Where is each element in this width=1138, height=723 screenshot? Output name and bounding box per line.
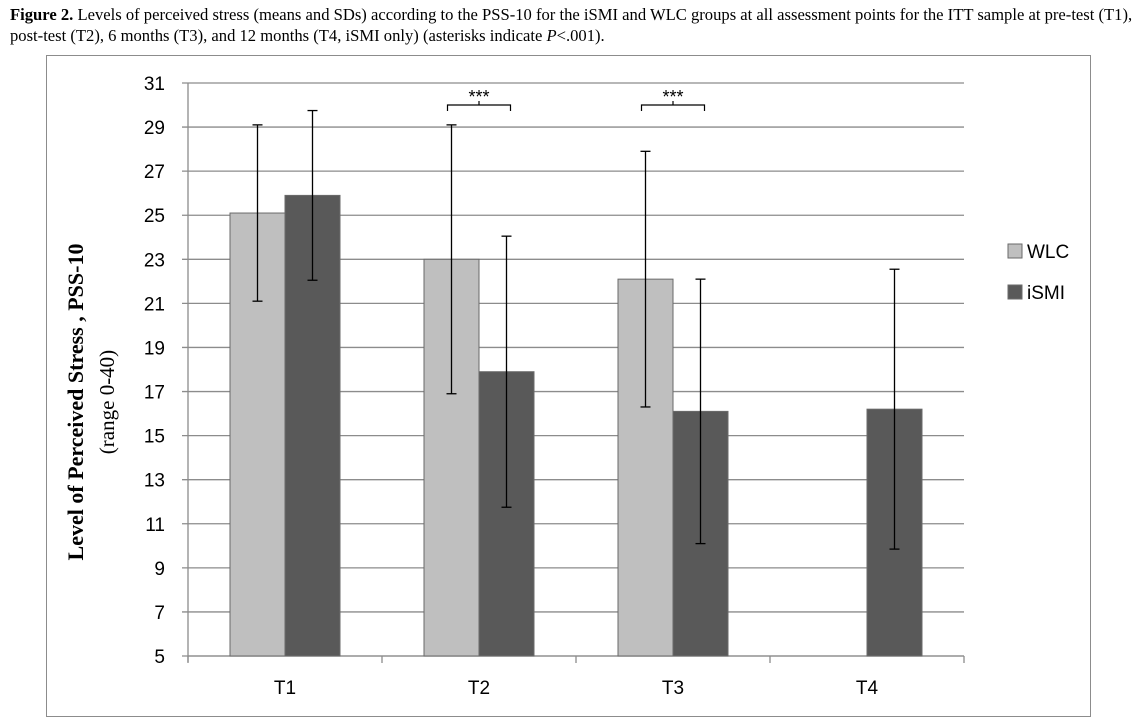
figure-label: Figure 2. <box>10 5 74 24</box>
y-tick-label: 15 <box>144 427 165 448</box>
y-tick-label: 19 <box>144 338 165 359</box>
significance-bracket <box>640 101 706 111</box>
y-axis-label: Level of Perceived Stress , PSS-10 <box>63 244 88 561</box>
y-axis-sublabel: (range 0-40) <box>95 350 119 454</box>
x-tick-label: T1 <box>274 678 296 699</box>
caption-text: Levels of perceived stress (means and SD… <box>10 5 1133 45</box>
y-tick-label: 29 <box>144 118 165 139</box>
caption-p-symbol: P <box>546 26 557 45</box>
x-tick-label: T4 <box>856 678 879 699</box>
y-tick-label: 31 <box>144 74 165 95</box>
y-tick-label: 25 <box>144 206 165 227</box>
y-tick-label: 21 <box>144 294 165 315</box>
y-tick-label: 23 <box>144 250 165 271</box>
significance-bracket <box>446 101 512 111</box>
significance-marker: *** <box>468 87 489 107</box>
y-tick-label: 11 <box>145 515 165 536</box>
y-tick-label: 17 <box>144 383 165 404</box>
chart-frame <box>46 55 1091 717</box>
significance-marker: *** <box>662 87 683 107</box>
y-tick-label: 13 <box>144 471 165 492</box>
y-tick-label: 27 <box>144 162 165 183</box>
y-tick-label: 5 <box>154 647 165 668</box>
x-tick-label: T3 <box>662 678 684 699</box>
caption-text-end: <.001). <box>556 26 605 45</box>
legend-swatch-wlc <box>1007 243 1023 259</box>
legend-label-ismi: iSMI <box>1027 283 1065 304</box>
legend-swatch-ismi <box>1007 284 1023 300</box>
y-tick-label: 7 <box>154 603 165 624</box>
figure-caption: Figure 2. Levels of perceived stress (me… <box>10 4 1135 46</box>
legend-label-wlc: WLC <box>1027 242 1069 263</box>
x-tick-label: T2 <box>468 678 490 699</box>
y-tick-label: 9 <box>154 559 165 580</box>
